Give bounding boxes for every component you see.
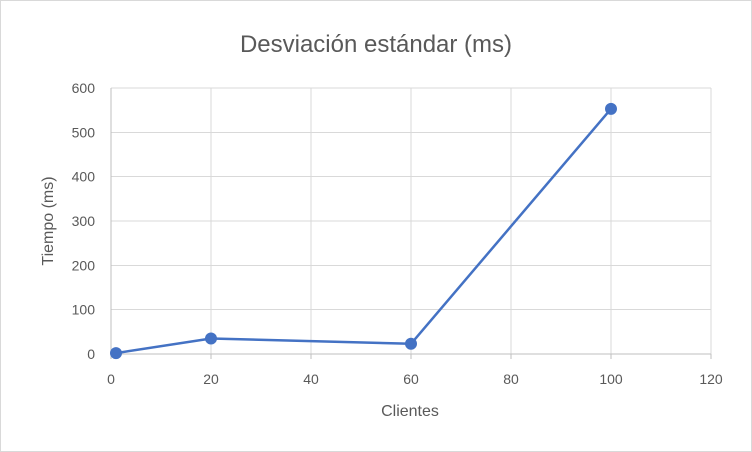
chart-title: Desviación estándar (ms)	[240, 31, 512, 58]
x-tick-label: 120	[699, 371, 723, 387]
y-tick-label: 0	[87, 346, 95, 362]
y-tick-label: 400	[72, 169, 96, 185]
y-tick-labels: 0 100 200 300 400 500 600	[72, 80, 96, 362]
y-axis-title: Tiempo (ms)	[40, 176, 57, 265]
y-tick-label: 100	[72, 302, 96, 318]
y-tick-label: 500	[72, 124, 96, 140]
series-line	[114, 107, 613, 355]
x-axis-title: Clientes	[381, 403, 439, 420]
series-layer	[110, 102, 617, 360]
data-point	[605, 102, 617, 115]
x-tick-label: 80	[503, 371, 519, 387]
x-tick-label: 60	[403, 371, 419, 387]
data-point	[405, 337, 417, 350]
x-tick-label: 40	[303, 371, 319, 387]
x-tick-label: 100	[599, 371, 623, 387]
x-tick-label: 20	[203, 371, 219, 387]
y-tick-label: 300	[72, 213, 96, 229]
y-tick-label: 600	[72, 80, 96, 96]
axis-lines	[110, 88, 712, 359]
data-point	[110, 347, 122, 360]
data-point	[205, 332, 217, 345]
x-tick-labels: 0 20 40 60 80 100 120	[107, 371, 723, 387]
x-tick-label: 0	[107, 371, 115, 387]
y-tick-label: 200	[72, 257, 96, 273]
x-gridlines	[210, 88, 712, 354]
